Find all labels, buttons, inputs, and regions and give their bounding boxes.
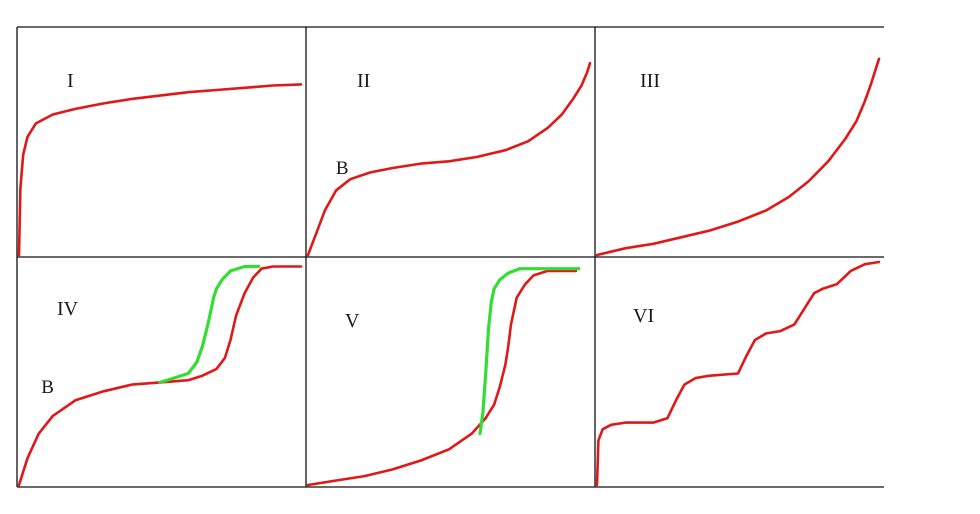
panel-2-point-label-1: B [336, 158, 349, 179]
panel-4: IV B [17, 264, 303, 487]
panel-2-label: II [357, 70, 370, 92]
panel-1: I [17, 70, 303, 257]
panel-4-series-1-red-curve [17, 265, 303, 487]
panel-5-series-2-green-curve [478, 267, 581, 436]
panel-5-label: V [345, 310, 360, 332]
panel-1-series-1-red-curve [17, 83, 303, 257]
panel-6: VI [595, 260, 881, 487]
panel-3: III [595, 57, 881, 257]
panel-5: V [306, 267, 581, 487]
panel-2-series-1-red-curve [306, 61, 592, 257]
panel-1-label: I [67, 70, 74, 92]
panel-4-label: IV [57, 298, 79, 320]
panel-5-series-1-red-curve [306, 269, 578, 487]
panel-2: II B [306, 61, 592, 257]
panel-3-label: III [640, 70, 660, 92]
panel-6-label: VI [633, 305, 654, 327]
panel-6-series-1-red-curve [595, 260, 881, 487]
panel-4-point-label-1: B [41, 377, 54, 398]
panel-3-series-1-red-curve [595, 57, 881, 257]
panel-4-series-2-green-curve [158, 264, 261, 384]
panel-grid-frame [16, 26, 884, 488]
